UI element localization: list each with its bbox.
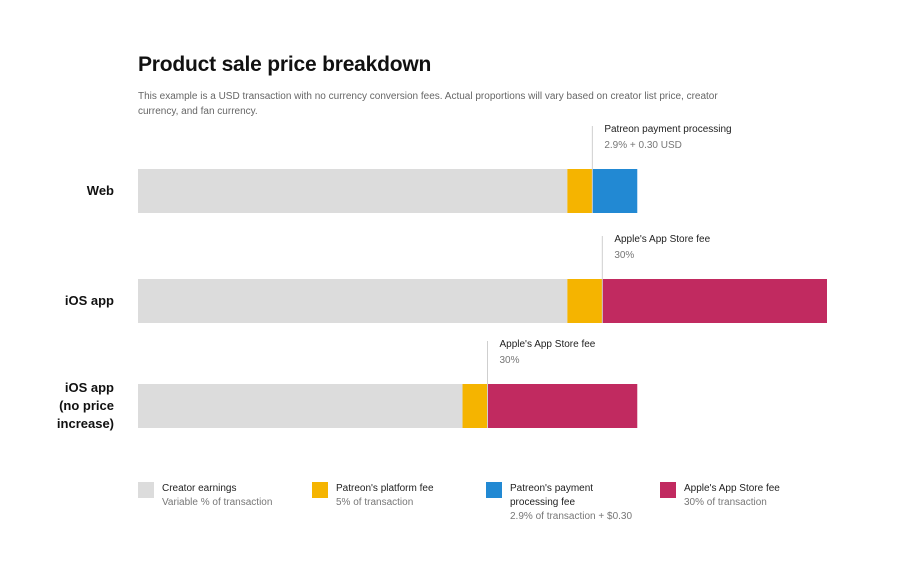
chart-title: Product sale price breakdown xyxy=(138,53,432,76)
callout-title-1: Apple's App Store fee xyxy=(614,234,711,245)
bar-segment-platform-row-2 xyxy=(462,384,488,428)
legend-desc-payment: 2.9% of transaction + $0.30 xyxy=(510,511,633,522)
legend-name-payment: Patreon's payment processing fee xyxy=(510,483,594,508)
legend-swatch-payment xyxy=(486,482,502,498)
bar-segment-appstore-row-2 xyxy=(487,384,638,428)
bar-segment-creator-row-1 xyxy=(138,279,568,323)
legend-name-creator: Creator earnings xyxy=(162,483,237,494)
bar-segment-payment-row-0 xyxy=(592,169,638,213)
callout-title-0: Patreon payment processing xyxy=(604,124,732,135)
bar-segment-platform-row-0 xyxy=(567,169,593,213)
legend-name-appstore: Apple's App Store fee xyxy=(684,483,780,494)
bar-segment-creator-row-2 xyxy=(138,384,463,428)
callout-sub-2: 30% xyxy=(499,355,520,366)
legend-name-platform: Patreon's platform fee xyxy=(336,483,434,494)
row-label-line: iOS app xyxy=(64,380,114,395)
row-label-0: Web xyxy=(0,182,114,200)
legend-swatch-appstore xyxy=(660,482,676,498)
row-label-line: (no price xyxy=(59,398,114,413)
row-label-line: Web xyxy=(86,183,114,198)
row-label-1: iOS app xyxy=(0,292,114,310)
row-label-line: increase) xyxy=(56,416,114,431)
callout-sub-0: 2.9% + 0.30 USD xyxy=(604,140,682,151)
row-label-line: iOS app xyxy=(64,293,114,308)
bar-segment-appstore-row-1 xyxy=(602,279,827,323)
row-label-2: iOS app (no price increase) xyxy=(0,379,114,433)
bar-segment-creator-row-0 xyxy=(138,169,568,213)
legend-desc-appstore: 30% of transaction xyxy=(684,497,767,508)
legend-swatch-creator xyxy=(138,482,154,498)
callout-title-2: Apple's App Store fee xyxy=(499,339,596,350)
legend-desc-creator: Variable % of transaction xyxy=(162,497,273,508)
callout-sub-1: 30% xyxy=(614,250,635,261)
chart-subtitle: This example is a USD transaction with n… xyxy=(138,91,718,117)
bar-segment-platform-row-1 xyxy=(567,279,603,323)
legend-desc-platform: 5% of transaction xyxy=(336,497,414,508)
legend-swatch-platform xyxy=(312,482,328,498)
